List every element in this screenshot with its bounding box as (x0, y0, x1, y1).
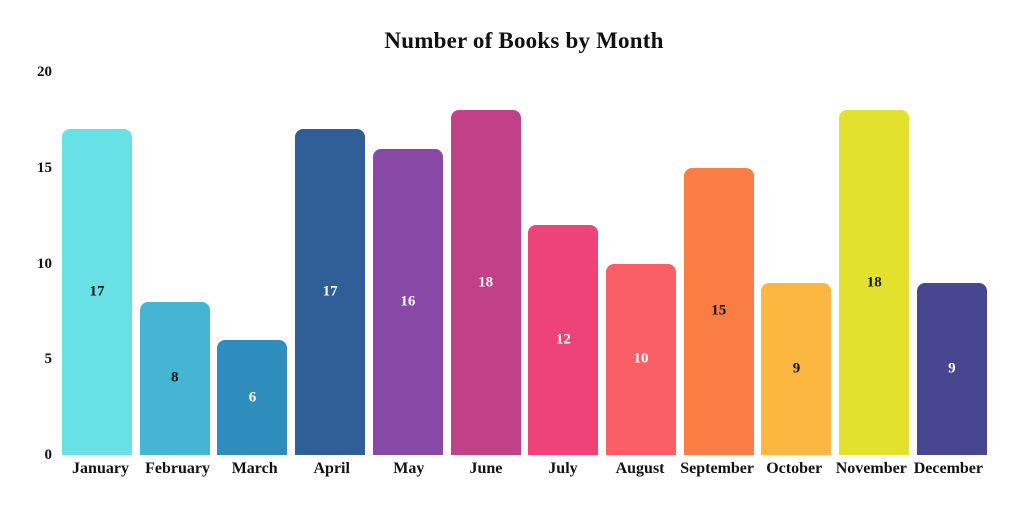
x-axis-month-label: September (680, 460, 754, 477)
y-axis-tick-label: 10 (37, 255, 52, 272)
x-axis-month-label: April (313, 460, 350, 477)
plot-area: 17 8 6 17 16 18 12 10 15 9 18 9 (62, 72, 987, 455)
x-axis-month-label: July (548, 460, 578, 477)
bar-july: 12 (528, 225, 599, 455)
x-axis-month-label: August (615, 460, 665, 477)
bar-january: 17 (62, 129, 132, 455)
x-axis: January February March April May June July Augu… (62, 460, 987, 478)
bar-value-label: 17 (322, 283, 338, 300)
x-axis-month-label: January (72, 460, 129, 477)
x-axis-month-label: June (469, 460, 503, 477)
bar-value-label: 12 (555, 331, 571, 348)
bar-march: 6 (217, 340, 288, 455)
bar-value-label: 17 (89, 283, 105, 300)
bar-may: 16 (372, 148, 443, 455)
bar-value-label: 9 (792, 360, 801, 377)
x-axis-month-label: May (393, 460, 425, 477)
y-axis-tick-label: 15 (37, 159, 52, 176)
bar-december: 9 (916, 282, 987, 455)
bar-june: 18 (450, 110, 521, 455)
bar-april: 17 (295, 129, 366, 455)
bar-february: 8 (139, 301, 210, 455)
bar-value-label: 9 (948, 360, 956, 377)
chart-title: Number of Books by Month (384, 28, 664, 53)
x-axis-month-label: December (913, 460, 983, 477)
x-axis-month-label: March (231, 460, 278, 477)
bar-value-label: 10 (633, 350, 649, 367)
bar-october: 9 (761, 282, 832, 455)
x-axis-month-label: October (766, 460, 823, 477)
bar-value-label: 18 (478, 274, 494, 291)
bar-value-label: 16 (400, 293, 416, 310)
bar-august: 10 (606, 263, 677, 455)
x-axis-month-label: November (835, 460, 907, 477)
bar-november: 18 (839, 110, 910, 455)
bar-value-label: 8 (170, 369, 179, 386)
y-axis-tick-label: 20 (37, 64, 52, 80)
bar-september: 15 (683, 167, 754, 455)
x-axis-month-label: February (145, 460, 211, 477)
y-axis-tick-label: 5 (44, 351, 53, 368)
bar-value-label: 18 (866, 274, 882, 291)
bar-value-label: 15 (711, 302, 727, 319)
y-axis-tick-label: 0 (44, 447, 53, 463)
bar-value-label: 6 (248, 389, 257, 406)
